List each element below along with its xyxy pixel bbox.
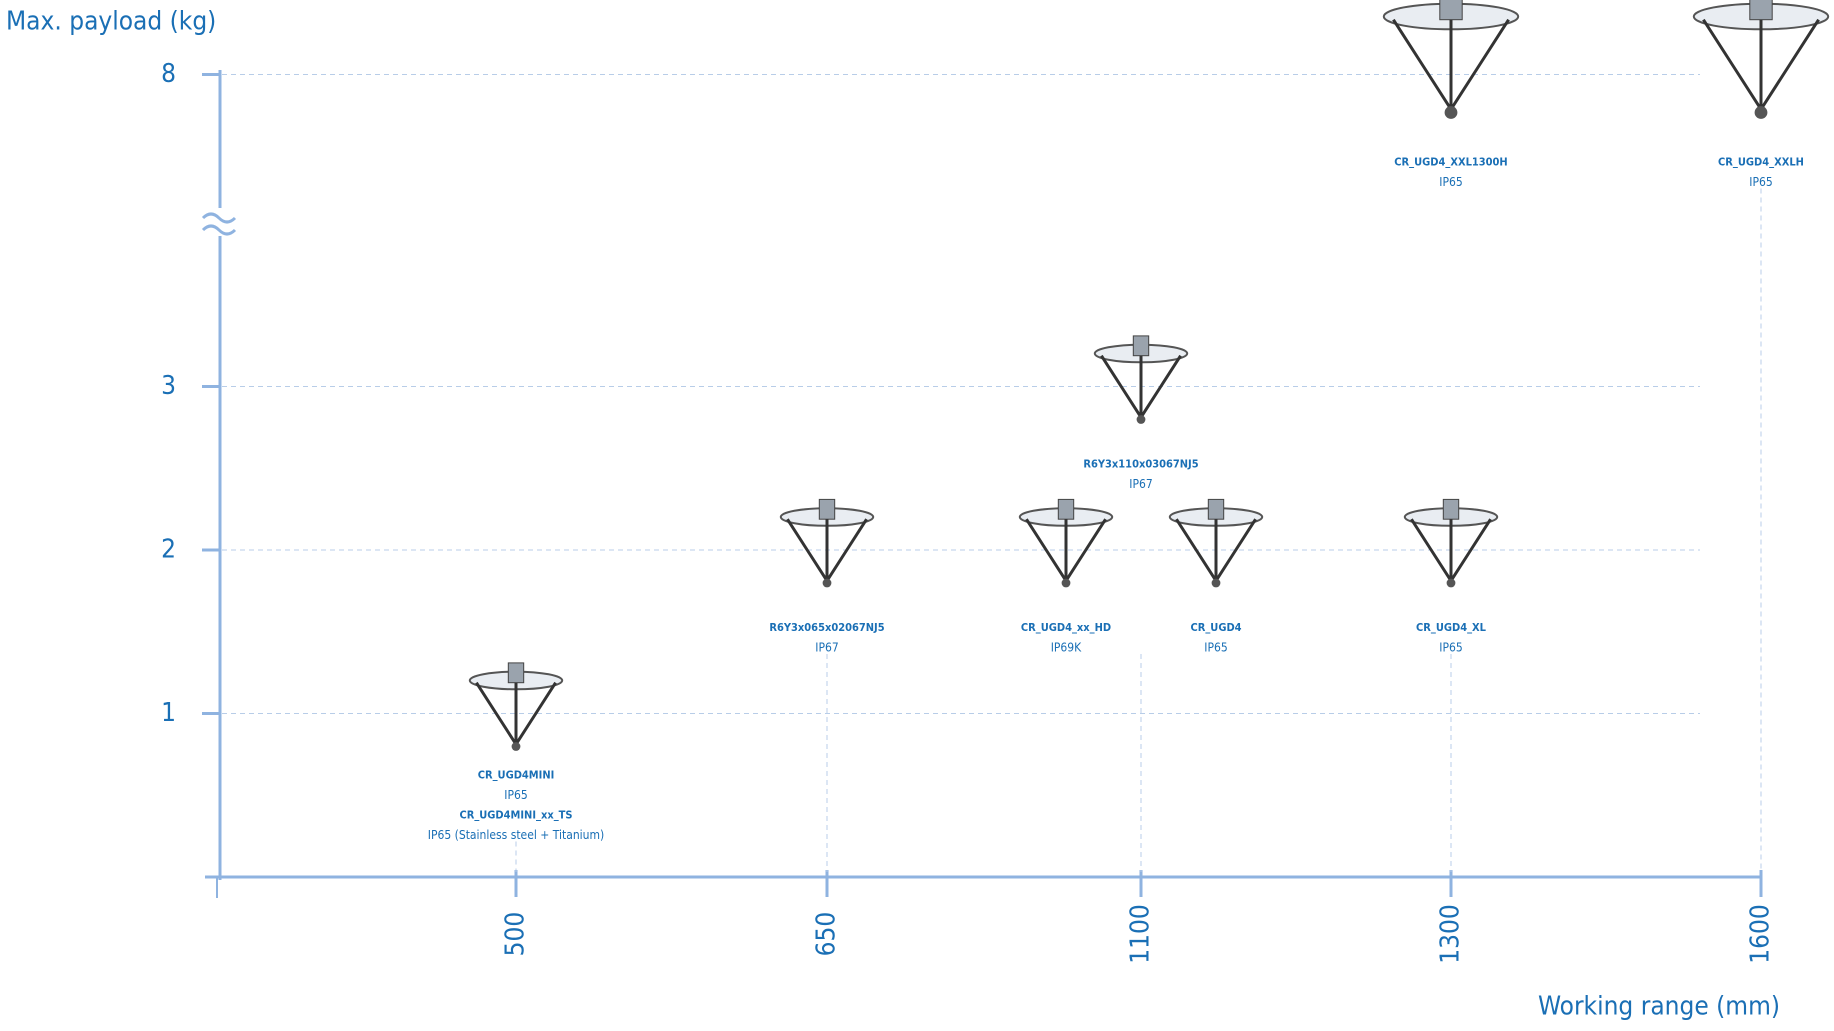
robot-arm <box>825 518 868 582</box>
y-tick-label: 3 <box>161 371 176 401</box>
x-tick-label: 1600 <box>1746 904 1776 964</box>
robot-effector <box>1061 578 1071 588</box>
robot-arm <box>1702 18 1763 111</box>
y-axis-title: Max. payload (kg) <box>6 7 216 37</box>
product-name: CR_UGD4_XL <box>1416 621 1487 634</box>
axis-break <box>201 208 237 236</box>
robot <box>468 662 564 751</box>
x-tick-label: 1300 <box>1436 904 1466 964</box>
product-name: CR_UGD4MINI <box>478 769 555 782</box>
robot-arm <box>786 518 829 582</box>
robot-arm <box>1410 518 1453 582</box>
robot <box>1168 498 1264 588</box>
robot-motor <box>1439 0 1463 21</box>
robot-arm <box>1392 18 1453 111</box>
product-rating: IP65 <box>1204 641 1227 655</box>
x-tick-label: 1100 <box>1126 904 1156 964</box>
product-name: CR_UGD4_XXLH <box>1718 156 1804 169</box>
product-name: R6Y3x065x02067NJ5 <box>769 621 884 634</box>
robot-motor <box>507 662 525 684</box>
robot-motor <box>1132 335 1150 357</box>
y-tick-label: 1 <box>161 698 176 728</box>
robot-arm <box>1100 354 1143 419</box>
robot-arm <box>1139 354 1182 419</box>
robot-effector <box>822 578 832 588</box>
robot-arm <box>1449 518 1492 582</box>
robot-effector <box>1754 106 1768 119</box>
product-name: CR_UGD4MINI_xx_TS <box>459 809 572 822</box>
x-axis-title: Working range (mm) <box>1538 992 1780 1022</box>
product-rating: IP65 <box>1439 641 1462 655</box>
product-rating: IP69K <box>1051 641 1082 655</box>
robot <box>1093 335 1189 424</box>
x-tick-label: 500 <box>501 912 531 957</box>
robot <box>1382 0 1520 119</box>
robot <box>779 498 875 588</box>
product-rating: IP65 <box>504 788 527 802</box>
robot-effector <box>1446 578 1456 588</box>
robot-arm <box>475 681 518 746</box>
product-name: CR_UGD4 <box>1190 621 1241 634</box>
robot-effector <box>511 742 521 751</box>
robot-arm <box>1214 518 1257 582</box>
robot <box>1403 498 1499 588</box>
robot-arm <box>1449 18 1510 111</box>
robot-arm <box>1759 18 1820 111</box>
robot-effector <box>1211 578 1221 588</box>
robot <box>1692 0 1830 119</box>
product-rating: IP67 <box>1129 477 1152 491</box>
product-name: CR_UGD4_xx_HD <box>1021 621 1111 634</box>
x-tick-label: 650 <box>812 912 842 957</box>
robot <box>1018 498 1114 588</box>
product-rating: IP67 <box>815 641 838 655</box>
robot-effector <box>1136 415 1146 424</box>
product-name: CR_UGD4_XXL1300H <box>1394 156 1507 169</box>
product-rating: IP65 (Stainless steel + Titanium) <box>428 828 604 842</box>
robot-motor <box>1207 498 1225 520</box>
y-tick-label: 2 <box>161 535 176 565</box>
robot-motor <box>1749 0 1773 21</box>
axes <box>205 70 1762 898</box>
product-rating: IP65 <box>1749 175 1772 189</box>
product-rating: IP65 <box>1439 175 1462 189</box>
robot-arm <box>1064 518 1107 582</box>
robot-arm <box>514 681 557 746</box>
robot-motor <box>818 498 836 520</box>
robot-arm <box>1175 518 1218 582</box>
robot-motor <box>1442 498 1460 520</box>
product-name: R6Y3x110x03067NJ5 <box>1083 458 1198 471</box>
robot-motor <box>1057 498 1075 520</box>
robot-effector <box>1444 106 1458 119</box>
y-tick-label: 8 <box>161 59 176 89</box>
robot-arm <box>1025 518 1068 582</box>
